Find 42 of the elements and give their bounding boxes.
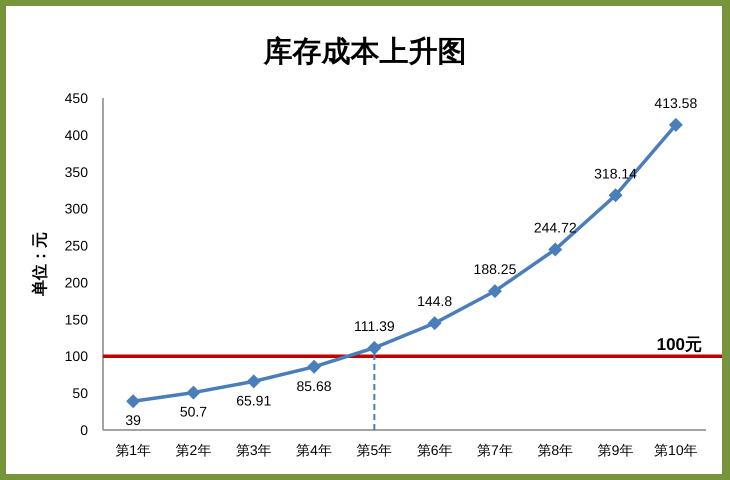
chart-title: 库存成本上升图 bbox=[262, 35, 466, 68]
y-tick-label: 0 bbox=[80, 422, 88, 438]
point bbox=[307, 360, 322, 374]
ref-line-label: 100元 bbox=[656, 335, 702, 354]
point bbox=[548, 242, 562, 256]
y-tick-label: 250 bbox=[64, 238, 88, 254]
point bbox=[367, 340, 382, 355]
y-axis-title: 单位：元 bbox=[31, 232, 49, 297]
y-tick-label: 100 bbox=[64, 348, 88, 364]
data-label: 111.39 bbox=[354, 318, 395, 334]
point bbox=[246, 374, 261, 388]
y-tick-label: 350 bbox=[64, 164, 88, 180]
data-label: 144.8 bbox=[417, 293, 452, 310]
x-tick-label: 第5年 bbox=[356, 442, 392, 458]
y-tick-label: 300 bbox=[64, 200, 88, 217]
point bbox=[668, 118, 683, 132]
x-tick-label: 第2年 bbox=[176, 442, 212, 458]
data-label: 85.68 bbox=[296, 378, 332, 394]
y-tick-label: 200 bbox=[64, 274, 88, 290]
point bbox=[428, 316, 442, 330]
x-tick-label: 第1年 bbox=[115, 442, 152, 458]
x-tick-label: 第10年 bbox=[654, 442, 698, 458]
data-label: 188.25 bbox=[474, 261, 517, 278]
x-tick-label: 第4年 bbox=[296, 442, 332, 458]
data-label: 413.58 bbox=[654, 94, 698, 111]
x-tick-label: 第8年 bbox=[537, 442, 574, 458]
x-tick-label: 第6年 bbox=[416, 442, 453, 458]
x-tick-label: 第3年 bbox=[236, 442, 272, 458]
point bbox=[186, 386, 200, 400]
data-label: 65.91 bbox=[236, 392, 272, 408]
y-tick-label: 400 bbox=[64, 126, 88, 143]
point bbox=[488, 284, 502, 298]
y-tick-label: 450 bbox=[64, 90, 88, 106]
y-tick-label: 50 bbox=[72, 385, 88, 402]
data-label: 244.72 bbox=[534, 219, 577, 236]
x-tick-label: 第7年 bbox=[477, 442, 513, 458]
point bbox=[126, 394, 140, 408]
x-tick-label: 第9年 bbox=[598, 442, 634, 458]
point bbox=[608, 188, 623, 202]
data-label: 50.7 bbox=[180, 404, 208, 420]
data-label: 39 bbox=[125, 412, 142, 428]
y-tick-label: 150 bbox=[64, 311, 88, 328]
